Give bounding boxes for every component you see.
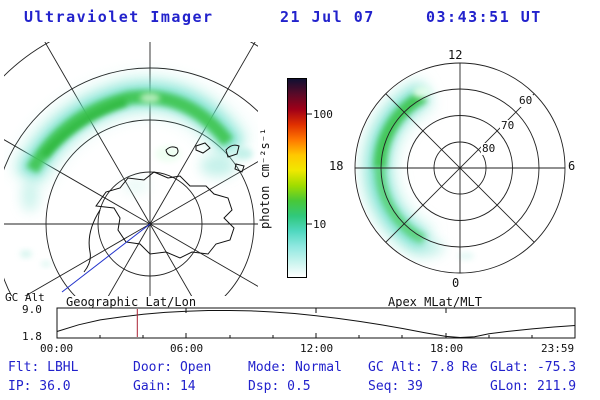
aurora-left: [12, 77, 253, 267]
status-gcalt: GC Alt: 7.8 Re: [368, 360, 478, 375]
right-dial-grid: [354, 62, 566, 274]
colorbar-tick-marks: [307, 113, 312, 225]
status-dsp: Dsp: 0.5: [248, 379, 311, 394]
observation-time: 03:43:51 UT: [426, 8, 542, 26]
status-seq: Seq: 39: [368, 379, 423, 394]
mlt-label-0: 0: [451, 276, 461, 290]
colorbar-tick-100: 100: [313, 108, 333, 121]
xtick-1800: 18:00: [430, 342, 464, 355]
left-map-grid: [4, 42, 258, 296]
left-coastline: [83, 171, 235, 273]
colorbar: [287, 78, 307, 278]
status-ip: IP: 36.0: [8, 379, 71, 394]
status-door: Door: Open: [133, 360, 212, 375]
xtick-0600: 06:00: [170, 342, 204, 355]
colorbar-unit-label: photon cm⁻²s⁻¹: [258, 127, 272, 229]
xtick-2359: 23:59: [541, 342, 575, 355]
chart-ticks: [99, 308, 533, 338]
spacecraft-track-line: [61, 223, 151, 293]
status-glon: GLon: 211.9: [490, 379, 577, 394]
right-panel-label: Apex MLat/MLT: [388, 295, 482, 309]
mlt-label-6: 6: [567, 159, 577, 173]
mlt-label-18: 18: [328, 159, 345, 173]
colorbar-tick-10: 10: [313, 218, 327, 231]
ytick-max: 9.0: [22, 303, 42, 316]
ytick-min: 1.8: [22, 330, 42, 343]
left-panel-label: Geographic Lat/Lon: [66, 295, 197, 309]
mlt-label-12: 12: [447, 48, 464, 62]
left-islands: [165, 142, 245, 173]
status-flt: Flt: LBHL: [8, 360, 79, 375]
gc-alt-axis-label: GC Alt: [5, 291, 45, 304]
colorbar-gradient: [288, 79, 306, 277]
status-gain: Gain: 14: [133, 379, 196, 394]
observation-date: 21 Jul 07: [280, 8, 375, 26]
status-mode: Mode: Normal: [248, 360, 342, 375]
app-title: Ultraviolet Imager: [24, 8, 214, 26]
mlat-label-70: 70: [500, 119, 516, 132]
status-glat: GLat: -75.3: [490, 360, 577, 375]
mlat-label-60: 60: [518, 94, 534, 107]
xtick-1200: 12:00: [300, 342, 334, 355]
altitude-curve: [56, 310, 576, 339]
mlat-label-80: 80: [481, 142, 497, 155]
aurora-right: [362, 79, 474, 260]
xtick-0000: 00:00: [40, 342, 74, 355]
